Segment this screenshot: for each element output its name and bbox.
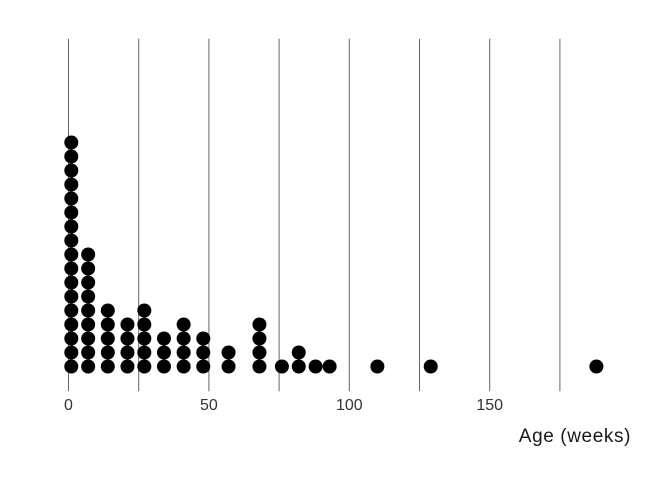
svg-text:50: 50 — [200, 397, 218, 414]
svg-text:150: 150 — [476, 397, 503, 414]
svg-text:Age (weeks): Age (weeks) — [519, 426, 631, 447]
svg-text:100: 100 — [336, 397, 363, 414]
svg-text:0: 0 — [64, 397, 73, 414]
